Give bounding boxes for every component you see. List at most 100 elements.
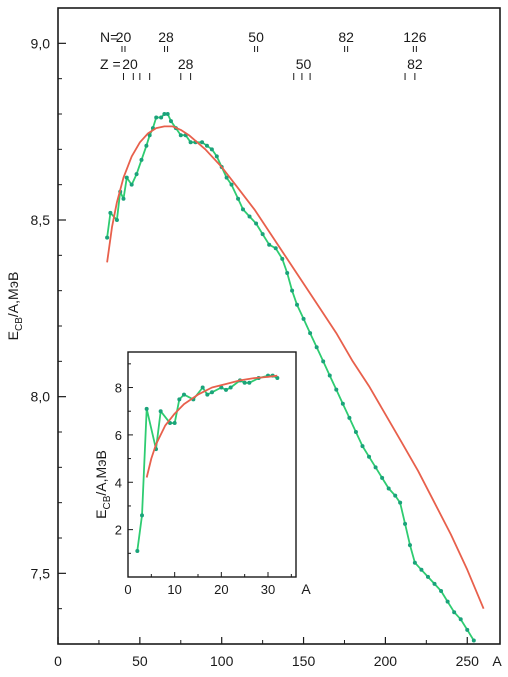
data-point: [347, 415, 352, 420]
inset-y-tick-label: 6: [115, 428, 122, 443]
data-point: [452, 610, 457, 615]
data-point: [105, 235, 110, 240]
inset-series-group: [135, 373, 280, 553]
magic-N-number: 126: [403, 29, 427, 45]
magic-Z-number: 20: [122, 56, 138, 72]
data-point: [308, 331, 313, 336]
x-tick-label: 50: [132, 653, 148, 669]
data-point: [108, 210, 113, 215]
data-point: [240, 207, 245, 212]
data-point: [260, 232, 265, 237]
data-point: [273, 246, 278, 251]
y-title-subscript: CB: [14, 317, 25, 331]
data-point: [445, 599, 450, 604]
data-point: [224, 175, 229, 180]
data-point: [158, 409, 163, 414]
data-point: [247, 380, 252, 385]
data-point: [314, 345, 319, 350]
main-y-axis: 7,5 8,0 8,5 9,0: [31, 35, 66, 610]
data-point: [398, 500, 403, 505]
inset-y-title-main: E: [93, 509, 109, 518]
data-point: [204, 143, 209, 148]
data-point: [139, 157, 144, 162]
data-point: [458, 617, 463, 622]
inset-background: [128, 352, 296, 577]
y-axis-title-text: ECB/A,МэВ: [5, 272, 25, 341]
y-tick-label: 8,5: [31, 212, 51, 228]
data-point: [209, 147, 214, 152]
magic-Z-label: Z =: [100, 56, 121, 72]
data-point: [407, 543, 412, 548]
data-point: [147, 133, 152, 138]
y-tick-label: 8,0: [31, 389, 51, 405]
data-point: [129, 182, 134, 187]
magic-N-number: 50: [248, 29, 264, 45]
x-tick-label: 200: [374, 653, 398, 669]
magic-N-label: N=: [100, 29, 118, 45]
main-series-group: [105, 112, 485, 643]
data-point: [327, 373, 332, 378]
data-point: [200, 140, 205, 145]
data-point: [373, 465, 378, 470]
data-point: [386, 486, 391, 491]
data-point: [205, 392, 210, 397]
data-point: [124, 175, 129, 180]
inset-y-axis: 2 4 6 8: [115, 363, 133, 554]
magic-Z-number: 82: [407, 56, 423, 72]
data-point: [144, 143, 149, 148]
data-point: [114, 218, 119, 222]
y-tick-label: 7,5: [31, 565, 51, 581]
data-point: [214, 154, 219, 159]
data-point: [439, 589, 444, 593]
data-point: [353, 430, 358, 434]
data-point: [121, 196, 126, 201]
data-point: [340, 401, 345, 406]
data-point: [334, 387, 339, 392]
fit-series-line: [106, 125, 485, 610]
x-tick-label: 100: [210, 653, 234, 669]
inset-y-axis-title-text: ECB/A,МэВ: [93, 450, 113, 519]
data-point: [360, 444, 365, 449]
data-point: [242, 380, 247, 385]
main-x-axis: 0 50 100 150 200 250: [54, 637, 479, 669]
inset-y-tick-label: 2: [115, 523, 122, 538]
data-point: [432, 581, 437, 586]
data-point: [321, 359, 326, 364]
data-point: [236, 196, 241, 201]
fit-series-line: [145, 374, 278, 478]
data-point: [140, 513, 144, 518]
magic-Z-number: 28: [178, 56, 194, 72]
data-point: [144, 406, 149, 411]
data-point: [412, 560, 417, 565]
inset-x-tick-label: 20: [214, 582, 228, 597]
data-point: [135, 548, 140, 553]
inset-y-title-subscript: CB: [102, 495, 113, 509]
inset-x-axis: 0 10 20 30: [124, 572, 292, 597]
data-point: [280, 256, 285, 261]
data-point: [134, 172, 139, 177]
magic-N-number: 82: [338, 29, 354, 45]
data-point: [285, 271, 290, 275]
magic-N-number: 20: [116, 29, 132, 45]
data-point: [267, 242, 272, 247]
magic-Z-number: 50: [296, 56, 312, 72]
x-tick-label: 150: [292, 653, 316, 669]
data-point: [425, 574, 430, 579]
main-y-axis-title: ECB/A,МэВ: [5, 272, 25, 341]
data-point: [210, 390, 214, 395]
y-title-rest: /A,МэВ: [5, 272, 21, 317]
magic-N-number: 28: [158, 29, 174, 45]
data-point: [172, 421, 177, 426]
y-tick-label: 9,0: [31, 35, 51, 51]
data-point: [224, 387, 228, 392]
data-point: [178, 133, 183, 138]
inset-x-tick-label: 30: [261, 582, 275, 597]
data-point: [403, 521, 408, 526]
inset-y-tick-label: 8: [115, 381, 122, 396]
data-point: [367, 454, 372, 459]
data-point: [154, 115, 159, 120]
inset-y-axis-title: ECB/A,МэВ: [93, 450, 113, 519]
